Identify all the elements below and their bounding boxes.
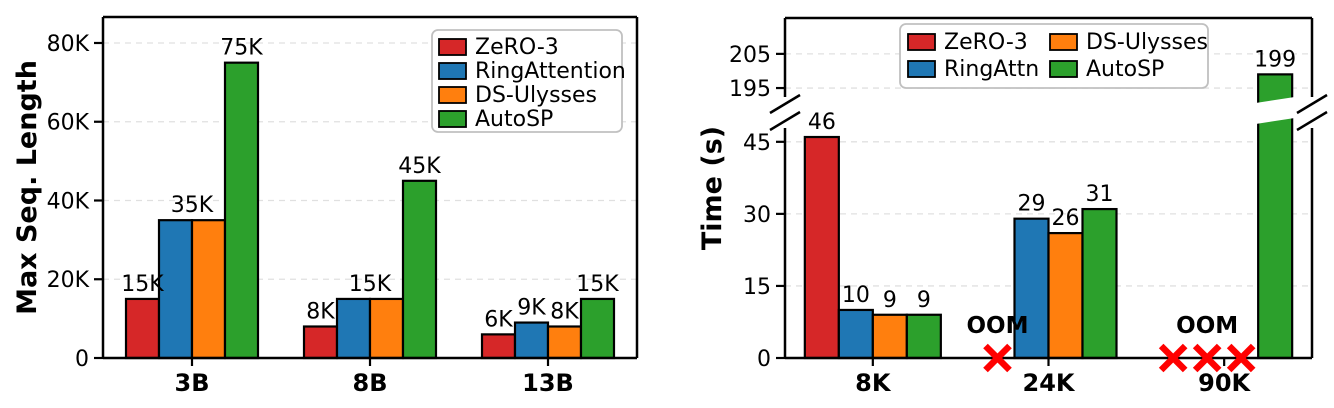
bar-AutoSP-24K: [1081, 207, 1118, 360]
category-label-13B: 13B: [522, 369, 574, 397]
bar-label-31: 31: [1086, 182, 1114, 207]
ytick-label-30: 30: [743, 203, 771, 228]
legend-label-RingAttention: RingAttention: [475, 59, 626, 84]
category-label-8K: 8K: [855, 369, 892, 397]
bar-label-45K: 45K: [398, 154, 441, 179]
bar-label-8K: 8K: [306, 299, 335, 324]
bar-ZeRO-3-8B: [302, 325, 339, 360]
bar-label-35K: 35K: [171, 193, 214, 218]
ytick-label-40K: 40K: [47, 189, 90, 214]
bar-DS-Ulysses-13B: [546, 325, 583, 360]
bar-DS-Ulysses-24K: [1047, 231, 1084, 360]
ytick-label-60K: 60K: [47, 111, 90, 136]
ytick-label-195: 195: [729, 77, 771, 102]
oom-x-marker: [1158, 343, 1188, 373]
category-label-24K: 24K: [1023, 369, 1076, 397]
legend-label-AutoSP: AutoSP: [1086, 57, 1164, 82]
bar-label-8K: 8K: [550, 299, 579, 324]
bar-AutoSP-13B: [579, 297, 616, 360]
bar-label-15K: 15K: [349, 272, 392, 297]
bar-label-199: 199: [1254, 47, 1296, 72]
legend-label-DS-Ulysses: DS-Ulysses: [475, 83, 597, 108]
bar-RingAttn-8K: [837, 308, 874, 360]
legend-label-ZeRO-3: ZeRO-3: [475, 35, 559, 60]
ytick-label-45: 45: [743, 131, 771, 156]
y-axis-label: Time (s): [697, 126, 728, 250]
legend-box: [899, 23, 1209, 89]
bar-RingAttention-3B: [157, 219, 194, 360]
bar-AutoSP-3B: [223, 61, 260, 360]
axis-break-slash: [1296, 110, 1328, 132]
category-label-3B: 3B: [175, 369, 210, 397]
legend-swatch-AutoSP: [1049, 60, 1078, 78]
legend-swatch-ZeRO-3: [438, 38, 467, 56]
axis-break-slash: [769, 93, 801, 115]
legend-swatch-RingAttn: [907, 60, 936, 78]
oom-x-marker: [1192, 343, 1222, 373]
legend-swatch-DS-Ulysses: [1049, 33, 1078, 51]
y-axis-label: Max Seq. Length: [12, 60, 43, 315]
oom-label: OOM: [1176, 313, 1238, 339]
bar-break-gap: [1255, 97, 1295, 124]
axis-break-slash: [1296, 93, 1328, 115]
oom-label: OOM: [967, 313, 1029, 339]
legend-label-RingAttn: RingAttn: [944, 57, 1039, 82]
bar-label-9: 9: [917, 288, 931, 313]
ytick-label-0: 0: [757, 347, 771, 372]
legend-box: [431, 29, 623, 133]
ytick-label-205: 205: [729, 43, 771, 68]
bar-label-9K: 9K: [517, 296, 546, 321]
bar-RingAttention-13B: [513, 321, 550, 360]
legend-label-ZeRO-3: ZeRO-3: [944, 30, 1028, 55]
bar-DS-Ulysses-8K: [871, 313, 908, 360]
oom-x-marker: [983, 343, 1012, 373]
legend-swatch-DS-Ulysses: [438, 86, 467, 104]
category-label-8B: 8B: [353, 369, 388, 397]
bar-AutoSP-8K: [905, 313, 942, 360]
bar-RingAttention-8B: [335, 297, 372, 360]
bar-label-6K: 6K: [484, 307, 513, 332]
bar-label-9: 9: [883, 288, 897, 313]
legend-swatch-ZeRO-3: [907, 33, 936, 51]
ytick-label-15: 15: [743, 275, 771, 300]
category-label-90K: 90K: [1198, 369, 1251, 397]
legend-label-AutoSP: AutoSP: [475, 107, 553, 132]
bar-label-46: 46: [808, 110, 836, 135]
bar-AutoSP-8B: [401, 179, 438, 360]
ytick-label-20K: 20K: [47, 268, 90, 293]
bar-label-15K: 15K: [121, 272, 164, 297]
bar-ZeRO-3-13B: [480, 333, 517, 360]
ytick-label-80K: 80K: [47, 32, 90, 57]
bar-label-26: 26: [1052, 206, 1080, 231]
legend-swatch-AutoSP: [438, 110, 467, 128]
ytick-label-0: 0: [75, 347, 89, 372]
legend-label-DS-Ulysses: DS-Ulysses: [1086, 30, 1208, 55]
oom-x-marker: [1226, 343, 1256, 373]
bar-ZeRO-3-3B: [124, 297, 161, 360]
legend-swatch-RingAttention: [438, 62, 467, 80]
bar-label-29: 29: [1018, 192, 1046, 217]
bar-label-15K: 15K: [576, 272, 619, 297]
bar-DS-Ulysses-3B: [190, 219, 227, 360]
axis-break-slash: [769, 110, 801, 132]
bar-label-10: 10: [842, 283, 870, 308]
bar-label-75K: 75K: [220, 36, 263, 61]
bar-DS-Ulysses-8B: [368, 297, 405, 360]
bar-ZeRO-3-8K: [803, 135, 840, 360]
